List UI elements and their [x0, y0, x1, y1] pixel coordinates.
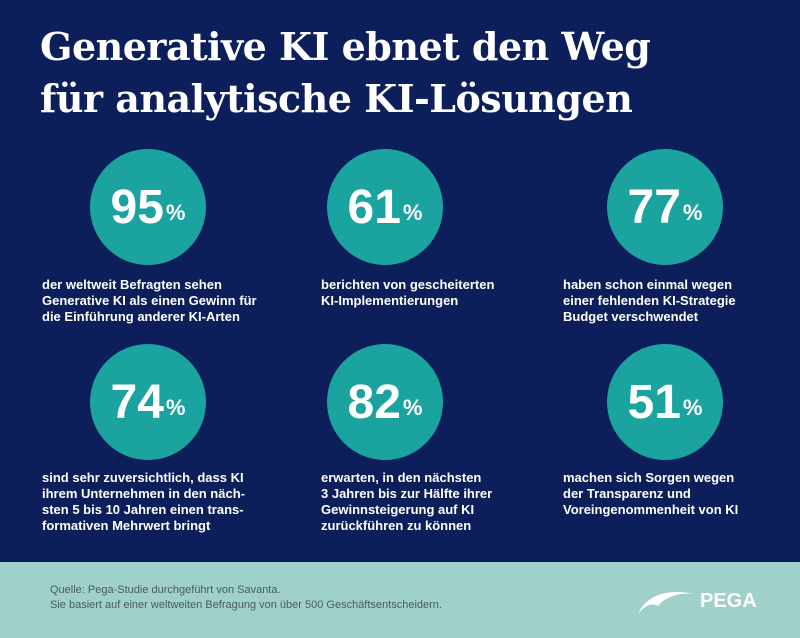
- stat-text: der Transparenz und: [563, 486, 691, 501]
- title-line: für analytische KI-Lösungen: [40, 76, 633, 121]
- stat-text: Budget verschwendet: [563, 309, 699, 324]
- source-line: Quelle: Pega-Studie durchgeführt von Sav…: [50, 584, 281, 596]
- stat-text: Generative KI als einen Gewinn für: [42, 293, 257, 308]
- stat-text: sind sehr zuversichtlich, dass KI: [42, 470, 244, 485]
- stat-circle: 51%: [607, 344, 723, 460]
- stat-circle: 95%: [90, 149, 206, 265]
- stat-unit: %: [682, 395, 703, 420]
- stat-text: berichten von gescheiterten: [321, 277, 495, 292]
- stat-circle: 74%: [90, 344, 206, 460]
- stat-number: 74: [110, 375, 164, 429]
- title-line: Generative KI ebnet den Weg: [40, 24, 651, 69]
- stat-unit: %: [682, 200, 703, 225]
- stat-circle: 77%: [607, 149, 723, 265]
- stat-text: erwarten, in den nächsten: [321, 470, 482, 485]
- stat-text: einer fehlenden KI-Strategie: [563, 293, 736, 308]
- stat-unit: %: [165, 200, 186, 225]
- source-line: Sie basiert auf einer weltweiten Befragu…: [50, 599, 442, 611]
- stat-text: formativen Mehrwert bringt: [42, 518, 211, 533]
- stat-unit: %: [402, 395, 423, 420]
- stat-unit: %: [402, 200, 423, 225]
- stat-text: der weltweit Befragten sehen: [42, 277, 222, 292]
- stat-text: haben schon einmal wegen: [563, 277, 733, 292]
- stat-circle: 82%: [327, 344, 443, 460]
- stat-number: 95: [110, 180, 164, 234]
- logo-mark: [638, 592, 694, 614]
- stat-number: 82: [347, 375, 401, 429]
- stat-unit: %: [165, 395, 186, 420]
- stat-text: sten 5 bis 10 Jahren einen trans-: [42, 502, 244, 517]
- stat-text: Voreingenommenheit von KI: [563, 502, 739, 517]
- stat-number: 77: [627, 180, 681, 234]
- stat-text: ihrem Unternehmen in den näch-: [42, 486, 245, 501]
- stat-text: zurückführen zu können: [321, 518, 472, 533]
- stat-text: 3 Jahren bis zur Hälfte ihrer: [321, 486, 493, 501]
- stat-text: machen sich Sorgen wegen: [563, 470, 735, 485]
- stat-text: KI-Implementierungen: [321, 293, 459, 308]
- stat-text: Gewinnsteigerung auf KI: [321, 502, 475, 517]
- stat-number: 51: [627, 375, 681, 429]
- logo: PEGA: [700, 590, 757, 612]
- stat-number: 61: [347, 180, 401, 234]
- stat-circle: 61%: [327, 149, 443, 265]
- stat-text: die Einführung anderer KI-Arten: [42, 309, 240, 324]
- footer: Quelle: Pega-Studie durchgeführt von Sav…: [0, 562, 800, 638]
